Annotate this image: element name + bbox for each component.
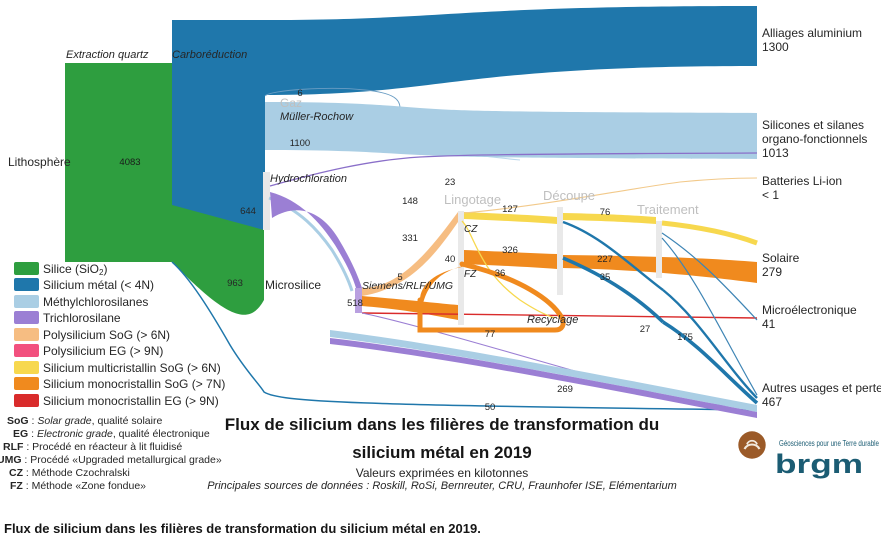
svg-text:Silice (SiO2): Silice (SiO2) — [43, 262, 107, 277]
svg-text:127: 127 — [502, 204, 518, 215]
svg-text:Découpe: Découpe — [543, 188, 595, 203]
svg-text:35: 35 — [600, 272, 611, 283]
svg-text:Alliages aluminium: Alliages aluminium — [762, 26, 862, 40]
svg-text:Silicones et silanes: Silicones et silanes — [762, 118, 864, 132]
svg-text:Flux de silicium dans les fili: Flux de silicium dans les filières de tr… — [4, 521, 481, 536]
svg-text:Microsilice: Microsilice — [265, 278, 321, 292]
svg-text:UMG : Procédé «Upgraded metal: UMG : Procédé «Upgraded metallurgical gr… — [0, 454, 222, 466]
svg-text:Silicium monocristallin SoG (>: Silicium monocristallin SoG (> 7N) — [43, 377, 225, 391]
svg-text:269: 269 — [557, 384, 573, 395]
svg-text:Autres usages et pertes: Autres usages et pertes — [762, 381, 881, 395]
svg-text:Carboréduction: Carboréduction — [172, 49, 247, 61]
svg-text:Méthylchlorosilanes: Méthylchlorosilanes — [43, 295, 148, 309]
svg-text:< 1: < 1 — [762, 188, 779, 202]
svg-text:518: 518 — [347, 298, 363, 309]
svg-text:Géosciences pour une Terre dur: Géosciences pour une Terre durable — [779, 439, 879, 448]
svg-text:4083: 4083 — [119, 157, 140, 168]
svg-text:6: 6 — [297, 88, 302, 99]
svg-text:Traitement: Traitement — [637, 202, 699, 217]
svg-text:1100: 1100 — [290, 138, 310, 149]
svg-text:FZ: FZ — [464, 269, 477, 280]
svg-text:963: 963 — [227, 278, 243, 289]
svg-text:50: 50 — [485, 402, 496, 413]
svg-text:Silicium métal (< 4N): Silicium métal (< 4N) — [43, 278, 154, 292]
svg-text:41: 41 — [762, 317, 776, 331]
svg-text:Polysilicium EG (> 9N): Polysilicium EG (> 9N) — [43, 344, 163, 358]
svg-text:brgm: brgm — [775, 449, 863, 479]
svg-text:Trichlorosilane: Trichlorosilane — [43, 311, 121, 325]
svg-text:76: 76 — [600, 207, 611, 218]
svg-text:Valeurs exprimées en kilotonne: Valeurs exprimées en kilotonnes — [356, 466, 529, 480]
svg-text:Siemens/RLF/UMG: Siemens/RLF/UMG — [362, 280, 453, 292]
svg-text:644: 644 — [240, 206, 256, 217]
svg-text:326: 326 — [502, 245, 518, 256]
svg-text:36: 36 — [495, 268, 506, 279]
svg-text:1013: 1013 — [762, 146, 789, 160]
svg-text:467: 467 — [762, 395, 782, 409]
svg-text:1300: 1300 — [762, 40, 789, 54]
svg-text:Microélectronique: Microélectronique — [762, 303, 857, 317]
svg-text:Hydrochloration: Hydrochloration — [270, 173, 347, 185]
svg-text:CZ: CZ — [464, 224, 478, 235]
svg-text:RLF : Procédé en réacteur à l: RLF : Procédé en réacteur à lit fluidisé — [3, 441, 182, 453]
svg-text:CZ : Méthode Czochralski: CZ : Méthode Czochralski — [9, 467, 130, 479]
svg-text:Batteries Li-ion: Batteries Li-ion — [762, 174, 842, 188]
svg-text:5: 5 — [397, 272, 402, 283]
svg-text:175: 175 — [677, 332, 693, 343]
svg-text:279: 279 — [762, 265, 782, 279]
svg-text:EG : Electronic grade, qualit: EG : Electronic grade, qualité électroni… — [13, 428, 210, 440]
svg-text:organo-fonctionnels: organo-fonctionnels — [762, 132, 867, 146]
svg-text:23: 23 — [445, 177, 456, 188]
svg-text:Recyclage: Recyclage — [527, 314, 578, 326]
svg-text:silicium métal en 2019: silicium métal en 2019 — [352, 443, 532, 462]
svg-text:Flux de silicium dans les fili: Flux de silicium dans les filières de tr… — [225, 415, 660, 434]
svg-text:Müller-Rochow: Müller-Rochow — [280, 111, 354, 123]
svg-text:Solaire: Solaire — [762, 251, 800, 265]
svg-text:Principales sources de données: Principales sources de données : Roskill… — [207, 480, 677, 492]
svg-text:Lithosphère: Lithosphère — [8, 155, 71, 169]
svg-text:Polysilicium SoG (> 6N): Polysilicium SoG (> 6N) — [43, 328, 170, 342]
svg-text:Silicium monocristallin EG (>: Silicium monocristallin EG (> 9N) — [43, 394, 219, 408]
svg-text:FZ : Méthode «Zone fondue»: FZ : Méthode «Zone fondue» — [10, 480, 146, 492]
svg-text:Extraction quartz: Extraction quartz — [66, 49, 149, 61]
svg-text:Lingotage: Lingotage — [444, 192, 501, 207]
svg-text:27: 27 — [640, 324, 651, 335]
svg-text:SoG : Solar grade, qualité so: SoG : Solar grade, qualité solaire — [7, 415, 162, 427]
svg-text:Silicium multicristallin SoG (: Silicium multicristallin SoG (> 6N) — [43, 361, 221, 375]
svg-text:77: 77 — [485, 329, 496, 340]
svg-text:331: 331 — [402, 233, 418, 244]
svg-text:227: 227 — [597, 254, 613, 265]
svg-text:148: 148 — [402, 196, 418, 207]
svg-text:40: 40 — [445, 254, 456, 265]
